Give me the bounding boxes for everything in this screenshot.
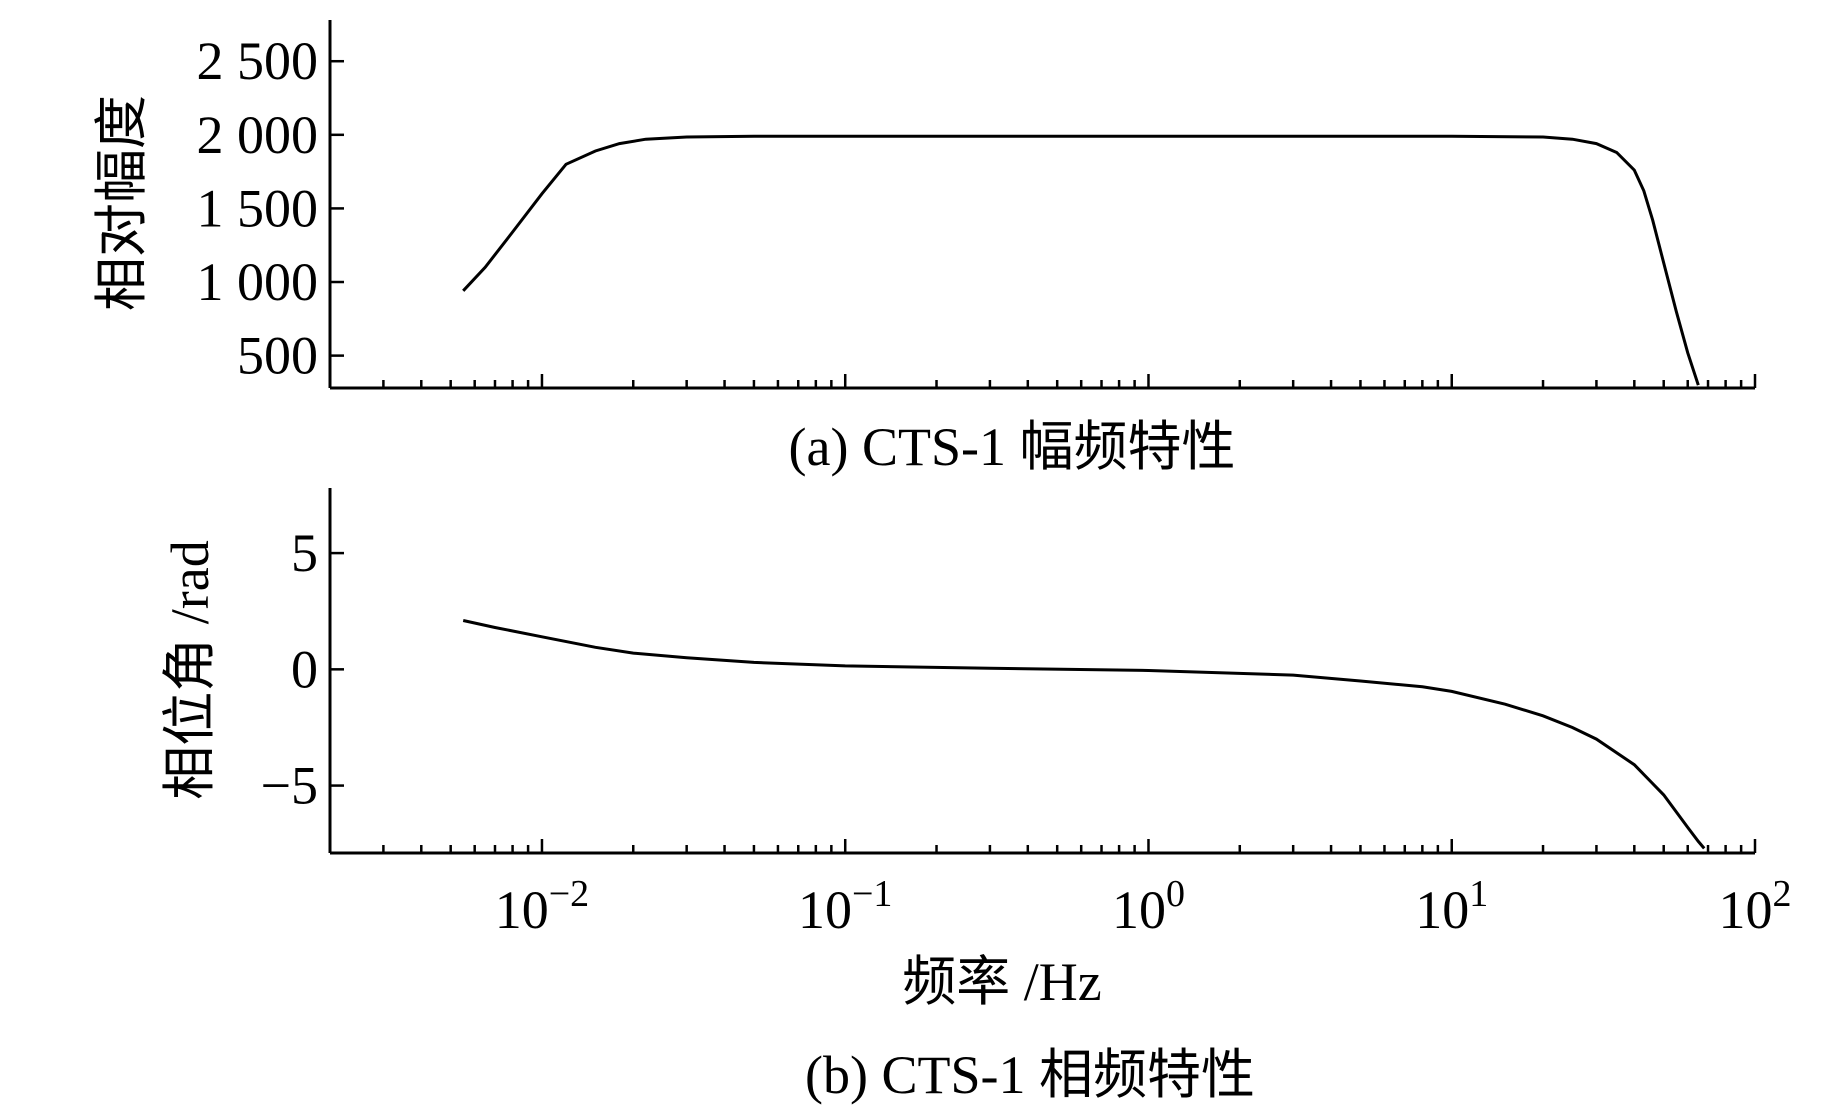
amplitude-y-ticks: 500 1 000 1 500 2 000 2 500 — [197, 31, 344, 386]
y-tick-label: 0 — [291, 639, 318, 699]
x-tick-label: 101 — [1415, 873, 1488, 940]
y-tick-label: 500 — [237, 326, 318, 386]
y-tick-label: 2 000 — [197, 105, 319, 165]
phase-chart: −5 0 5 10−2 10−1 100 101 102 相位角 /rad 频率 /Hz (… — [160, 488, 1792, 1105]
y-tick-label: 5 — [291, 523, 318, 583]
amplitude-chart: 500 1 000 1 500 2 000 2 500 相对幅度 (a) CTS-1 幅… — [92, 20, 1757, 477]
frequency-x-axis-title: 频率 /Hz — [902, 952, 1101, 1012]
amplitude-response-line — [462, 134, 1700, 386]
phase-chart-caption: (b) CTS-1 相频特性 — [805, 1045, 1255, 1105]
x-tick-label: 10−2 — [495, 873, 589, 940]
y-tick-label: −5 — [261, 756, 318, 816]
phase-response-line — [462, 619, 1706, 850]
phase-x-ticks: 10−2 10−1 100 101 102 — [328, 839, 1792, 940]
amplitude-x-ticks — [328, 374, 1757, 388]
x-tick-label: 10−1 — [798, 873, 892, 940]
amplitude-y-axis-title: 相对幅度 — [92, 95, 152, 311]
x-tick-label: 100 — [1112, 873, 1185, 940]
y-tick-label: 1 500 — [197, 178, 319, 238]
phase-y-axis-title: 相位角 /rad — [160, 540, 220, 799]
y-tick-label: 2 500 — [197, 31, 319, 91]
x-tick-label: 102 — [1719, 873, 1792, 940]
amplitude-chart-caption: (a) CTS-1 幅频特性 — [789, 417, 1236, 477]
y-tick-label: 1 000 — [197, 252, 319, 312]
phase-y-ticks: −5 0 5 — [261, 523, 344, 816]
